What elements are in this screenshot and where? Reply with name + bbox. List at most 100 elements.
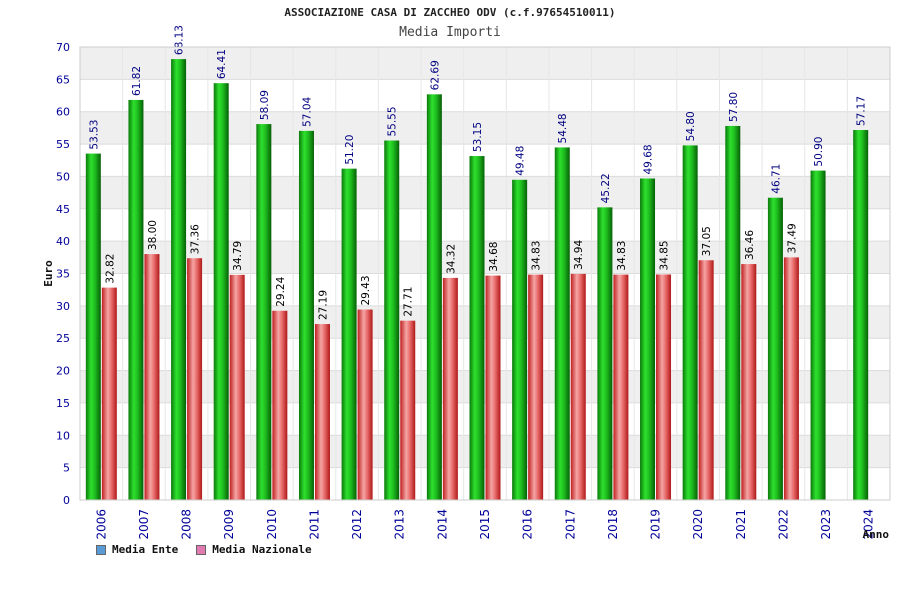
bar-media-ente [725,125,741,501]
bar-media-ente [384,140,400,500]
data-label-media-ente: 57.80 [728,92,740,122]
data-label-media-nazionale: 34.83 [531,241,543,271]
bar-media-nazionale [357,309,373,500]
bar-media-ente [682,145,698,500]
y-axis-title: Euro [42,260,55,287]
legend-label-nazionale: Media Nazionale [212,543,312,556]
chart-subtitle: Media Importi [399,25,501,40]
bar-media-ente [597,207,613,500]
bar-media-ente [85,153,101,501]
bar-media-ente [512,179,528,501]
bar-media-nazionale [783,257,799,500]
x-tick-label: 2016 [521,509,535,540]
data-label-media-ente: 64.41 [216,49,228,79]
data-label-media-ente: 61.82 [131,66,143,96]
bar-media-nazionale [314,324,330,500]
data-label-media-nazionale: 34.83 [616,241,628,271]
bar-media-ente [853,130,869,500]
data-label-media-ente: 57.17 [856,96,868,126]
bar-media-ente [810,170,826,500]
x-tick-label: 2012 [350,509,364,540]
y-tick-label: 10 [56,429,70,442]
data-label-media-ente: 46.71 [770,164,782,194]
x-tick-label: 2007 [137,509,151,540]
legend: Media Ente Media Nazionale [96,543,312,556]
y-tick-label: 5 [63,462,70,475]
y-tick-label: 40 [56,235,70,248]
data-label-media-ente: 58.09 [259,90,271,120]
y-tick-label: 25 [56,332,70,345]
grid-band [80,47,890,80]
bar-media-ente [469,156,485,500]
x-tick-label: 2014 [435,509,449,540]
x-tick-label: 2009 [222,509,236,540]
bar-media-ente [298,130,314,500]
plot-border [79,46,891,501]
data-label-media-nazionale: 27.71 [403,287,415,317]
data-label-media-nazionale: 34.94 [573,240,585,270]
data-label-media-ente: 50.90 [813,137,825,167]
bar-media-nazionale [528,274,544,500]
data-label-media-nazionale: 29.43 [360,275,372,305]
data-label-media-nazionale: 32.82 [104,254,116,284]
data-label-media-nazionale: 34.79 [232,241,244,271]
bar-media-nazionale [229,274,245,500]
x-tick-label: 2021 [734,509,748,540]
bar-media-ente [640,178,656,500]
data-label-media-nazionale: 37.05 [701,226,713,256]
x-tick-label: 2019 [649,509,663,540]
data-label-media-nazionale: 27.19 [317,290,329,320]
y-tick-label: 50 [56,170,70,183]
data-label-media-ente: 49.48 [515,146,527,176]
x-tick-label: 2010 [265,509,279,540]
data-label-media-nazionale: 37.49 [786,223,798,253]
bar-media-nazionale [485,275,501,500]
y-tick-label: 30 [56,300,70,313]
bar-media-nazionale [613,274,629,500]
data-label-media-ente: 53.53 [88,120,100,150]
x-tick-label: 2020 [691,509,705,540]
legend-swatch-nazionale [196,544,207,555]
bar-media-ente [171,59,187,501]
data-label-media-ente: 54.80 [685,111,697,141]
y-tick-label: 60 [56,106,70,119]
bar-media-nazionale [187,258,203,500]
data-label-media-nazionale: 38.00 [147,220,159,250]
bar-media-ente [426,94,442,500]
y-tick-label: 0 [63,494,70,507]
bar-media-ente [767,197,783,500]
data-label-media-ente: 54.48 [557,113,569,143]
data-label-media-ente: 68.13 [174,25,186,55]
data-label-media-nazionale: 36.46 [744,230,756,260]
data-label-media-ente: 49.68 [643,144,655,174]
data-label-media-ente: 62.69 [429,60,441,90]
y-tick-label: 55 [56,138,70,151]
data-label-media-nazionale: 34.32 [445,244,457,274]
x-tick-label: 2022 [776,509,790,540]
data-label-media-ente: 55.55 [387,106,399,136]
bar-media-nazionale [400,320,416,500]
legend-label-ente: Media Ente [112,543,179,556]
data-label-media-nazionale: 34.85 [659,240,671,270]
bar-media-nazionale [272,310,288,500]
x-tick-label: 2023 [819,509,833,540]
bar-media-ente [256,124,272,501]
data-label-media-ente: 57.04 [301,96,313,126]
y-tick-label: 45 [56,203,70,216]
y-tick-label: 70 [56,41,70,54]
bar-media-nazionale [741,264,757,500]
grid-band [80,111,890,145]
x-tick-label: 2008 [180,509,194,540]
y-tick-label: 20 [56,365,70,378]
bar-media-ente [341,168,357,501]
x-tick-label: 2018 [606,509,620,540]
y-tick-label: 35 [56,268,70,281]
y-tick-label: 15 [56,397,70,410]
legend-item-ente: Media Ente [96,543,178,556]
bar-media-nazionale [656,274,672,500]
x-tick-label: 2015 [478,509,492,540]
data-label-media-nazionale: 29.24 [275,276,287,306]
data-label-media-ente: 53.15 [472,122,484,152]
x-tick-label: 2006 [94,509,108,540]
